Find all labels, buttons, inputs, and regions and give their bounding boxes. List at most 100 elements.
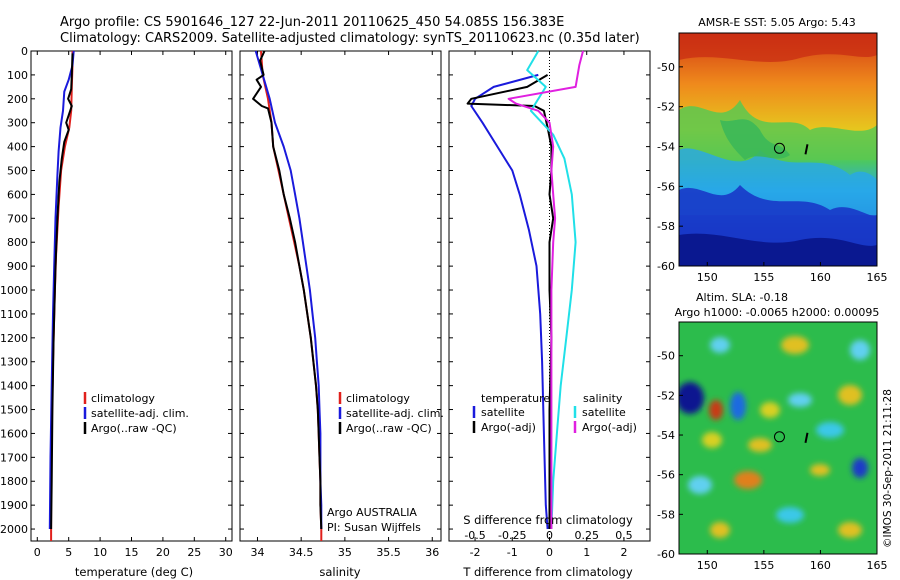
map-y-tick-label: -56 <box>657 469 675 482</box>
map-x-tick-label: 160 <box>810 271 831 284</box>
map-y-tick-label: -56 <box>657 180 675 193</box>
s-difference-xlabel: S difference from climatology <box>463 513 633 527</box>
map-x-tick-label: 155 <box>753 271 774 284</box>
temperature-plot: 0 5 10 15 20 25 30 <box>34 50 233 559</box>
depth-tick-label: 100 <box>7 69 28 82</box>
salinity-plot: 34 34.5 35 35.5 36 <box>240 50 441 559</box>
x-tick-label: 35.5 <box>376 546 401 559</box>
difference-plot: -2 -1 0 1 2 -0.5 -0.25 0 0.25 0.5 <box>449 50 650 559</box>
float-location-marker <box>773 142 785 154</box>
series-line <box>470 73 549 530</box>
map-y-tick-label: -52 <box>657 389 675 402</box>
series-line <box>507 50 584 529</box>
depth-tick-label: 500 <box>7 165 28 178</box>
map-x-tick-label: 165 <box>867 559 888 572</box>
title-line-2: Climatology: CARS2009. Satellite-adjuste… <box>60 31 640 46</box>
legend-salinity-title: salinity <box>583 392 623 405</box>
x-tick-label: 20 <box>156 546 170 559</box>
legend-climatology: climatology <box>346 392 410 405</box>
salinity-xlabel: salinity <box>319 565 360 579</box>
depth-tick-label: 300 <box>7 117 28 130</box>
map-y-tick-label: -54 <box>657 429 675 442</box>
map-x-tick-label: 165 <box>867 271 888 284</box>
legend-t-argo: Argo(-adj) <box>481 421 536 434</box>
legend-argo: Argo(..raw -QC) <box>346 422 432 435</box>
pi-label: PI: Susan Wijffels <box>327 521 421 534</box>
sla-map-axes: 150 155 160 165 -50 -52 -54 -56 -58 -60 <box>657 350 887 572</box>
depth-tick-label: 1800 <box>0 475 28 488</box>
top-x-tick-label: 0.25 <box>574 529 599 542</box>
t-difference-xlabel: T difference from climatology <box>462 565 633 579</box>
depth-tick-label: 1300 <box>0 356 28 369</box>
top-x-tick-label: -0.25 <box>498 529 526 542</box>
map-y-tick-label: -58 <box>657 220 675 233</box>
depth-tick-label: 1000 <box>0 284 28 297</box>
imos-stamp: ©IMOS 30-Sep-2011 21:11:28 <box>882 389 894 548</box>
depth-tick-label: 900 <box>7 260 28 273</box>
float-track-mark <box>804 144 809 155</box>
map-y-tick-label: -50 <box>657 61 675 74</box>
top-x-tick-label: 0 <box>546 529 553 542</box>
depth-tick-label: 1700 <box>0 451 28 464</box>
sst-map-frame <box>678 32 878 267</box>
x-tick-label: 35 <box>338 546 352 559</box>
depth-tick-label: 2000 <box>0 523 28 536</box>
x-tick-label: 15 <box>125 546 139 559</box>
series-line <box>526 50 577 530</box>
float-location-marker <box>773 431 785 443</box>
map-x-tick-label: 150 <box>697 559 718 572</box>
depth-tick-label: 1200 <box>0 332 28 345</box>
legend-s-satellite: satellite <box>582 406 626 419</box>
depth-tick-label: 1500 <box>0 404 28 417</box>
float-track-mark <box>804 432 809 444</box>
series-line <box>254 50 323 529</box>
legend-satellite: satellite-adj. clim. <box>91 407 189 420</box>
map-y-tick-label: -52 <box>657 101 675 114</box>
map-x-tick-label: 155 <box>753 559 774 572</box>
sst-map-title: AMSR-E SST: 5.05 Argo: 5.43 <box>698 16 856 29</box>
x-tick-label: 25 <box>187 546 201 559</box>
x-tick-label: 34 <box>250 546 264 559</box>
x-tick-label: 0 <box>34 546 41 559</box>
x-tick-label: 30 <box>219 546 233 559</box>
temperature-legend: climatology satellite-adj. clim. Argo(..… <box>83 392 189 435</box>
x-tick-label: 0 <box>546 546 553 559</box>
depth-axis: 0 100 200 300 400 500 600 700 800 900 1000 1100 1200… <box>0 45 35 536</box>
map-x-tick-label: 150 <box>697 271 718 284</box>
map-y-tick-label: -60 <box>657 260 675 273</box>
top-x-tick-label: 0.5 <box>615 529 633 542</box>
legend-t-satellite: satellite <box>481 406 525 419</box>
depth-tick-label: 1600 <box>0 427 28 440</box>
depth-tick-label: 800 <box>7 236 28 249</box>
legend-satellite: satellite-adj. clim. <box>346 407 444 420</box>
x-tick-label: 34.5 <box>289 546 314 559</box>
x-tick-label: 36 <box>425 546 439 559</box>
map-y-tick-label: -54 <box>657 141 675 154</box>
sla-map-title-1: Altim. SLA: -0.18 <box>696 291 788 304</box>
argo-program-label: Argo AUSTRALIA <box>327 506 417 519</box>
salinity-legend: climatology satellite-adj. clim. Argo(..… <box>338 392 444 435</box>
x-tick-label: -1 <box>507 546 518 559</box>
salinity-panel <box>239 50 442 542</box>
title-line-1: Argo profile: CS 5901646_127 22-Jun-2011… <box>60 15 564 30</box>
legend-climatology: climatology <box>91 392 155 405</box>
legend-s-argo: Argo(-adj) <box>582 421 637 434</box>
temperature-panel <box>30 50 233 542</box>
depth-tick-label: 1400 <box>0 380 28 393</box>
x-tick-label: -2 <box>470 546 481 559</box>
series-line <box>48 50 75 530</box>
depth-tick-label: 400 <box>7 141 28 154</box>
sst-map-image <box>679 33 877 266</box>
map-y-tick-label: -50 <box>657 350 675 363</box>
map-y-tick-label: -60 <box>657 548 675 561</box>
series-line <box>252 50 323 530</box>
sla-map-image <box>679 322 877 554</box>
depth-tick-label: 200 <box>7 93 28 106</box>
difference-legend: temperature salinity satellite Argo(-adj… <box>472 392 637 434</box>
x-tick-label: 10 <box>93 546 107 559</box>
depth-tick-label: 1900 <box>0 499 28 512</box>
sst-map-axes: 150 155 160 165 -50 -52 -54 -56 -58 -60 <box>657 61 887 284</box>
x-tick-label: 2 <box>620 546 627 559</box>
depth-tick-label: 600 <box>7 188 28 201</box>
